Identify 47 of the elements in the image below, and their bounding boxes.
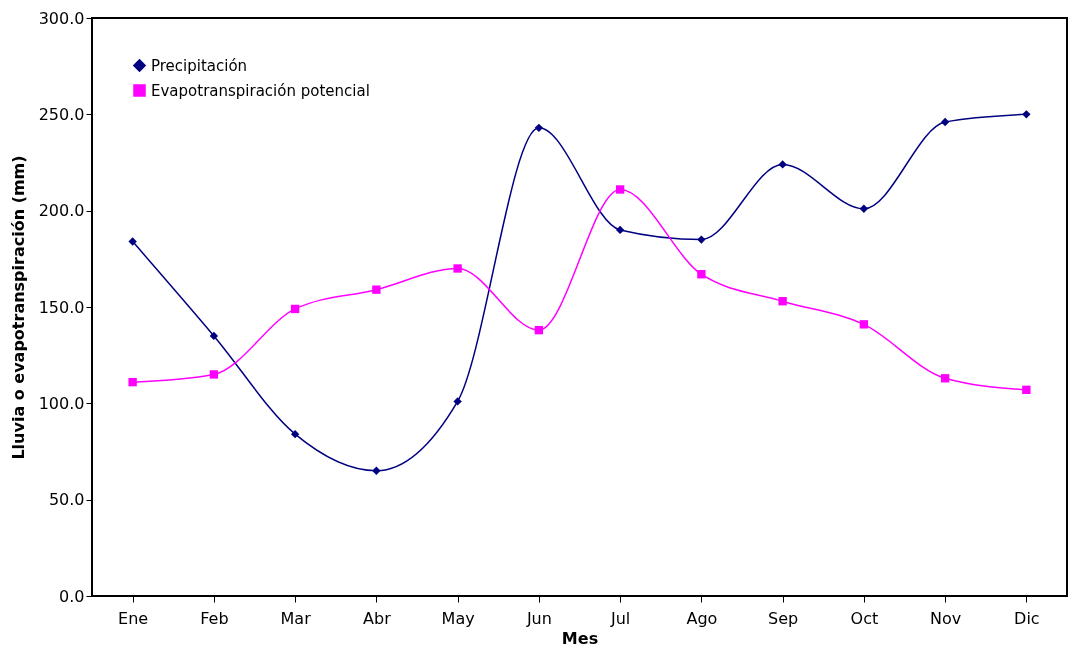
point [697, 270, 706, 279]
point [534, 123, 544, 132]
point [1022, 385, 1031, 395]
point [859, 320, 869, 329]
x-tick-label: Dic [1014, 608, 1040, 628]
point [1022, 110, 1031, 119]
x-tick-label: Jul [609, 608, 631, 628]
point [209, 331, 219, 341]
x-tick-label: Ene [118, 608, 149, 628]
point [615, 185, 625, 194]
point [778, 160, 787, 169]
legend-label: Evapotranspiración potencial [151, 81, 370, 100]
x-tick-label: Mar [280, 608, 312, 628]
point [290, 304, 300, 314]
point [940, 117, 950, 127]
point [372, 466, 381, 475]
x-tick-label: Sep [768, 608, 799, 628]
point [940, 374, 950, 383]
y-tick-label: 150.0 [38, 297, 85, 317]
point [697, 235, 706, 244]
point [128, 237, 137, 246]
point [453, 264, 462, 273]
x-tick-label: Ago [686, 608, 718, 628]
x-tick-label: Nov [930, 608, 962, 628]
point [534, 325, 544, 335]
point [290, 429, 300, 439]
x-tick-label: Oct [850, 608, 879, 628]
x-axis-title: Mes [561, 628, 599, 648]
y-tick-label: 0.0 [59, 586, 85, 606]
legend-label: Precipitación [151, 56, 248, 75]
point [209, 370, 219, 379]
x-tick-label: Feb [200, 608, 229, 628]
y-tick-label: 250.0 [38, 104, 85, 124]
point [778, 297, 787, 306]
x-tick-label: Jun [525, 608, 552, 628]
y-tick-label: 300.0 [38, 8, 85, 28]
x-tick-label: Abr [363, 608, 392, 628]
point [372, 285, 381, 294]
y-tick-label: 100.0 [38, 393, 85, 413]
y-tick-label: 200.0 [38, 201, 85, 221]
point [453, 397, 462, 406]
y-axis-title: Lluvia o evapotranspiración (mm) [8, 155, 28, 460]
x-tick-label: May [441, 608, 475, 628]
point [615, 225, 625, 235]
point [128, 377, 137, 387]
y-tick-label: 50.0 [48, 490, 85, 510]
point [859, 204, 869, 213]
